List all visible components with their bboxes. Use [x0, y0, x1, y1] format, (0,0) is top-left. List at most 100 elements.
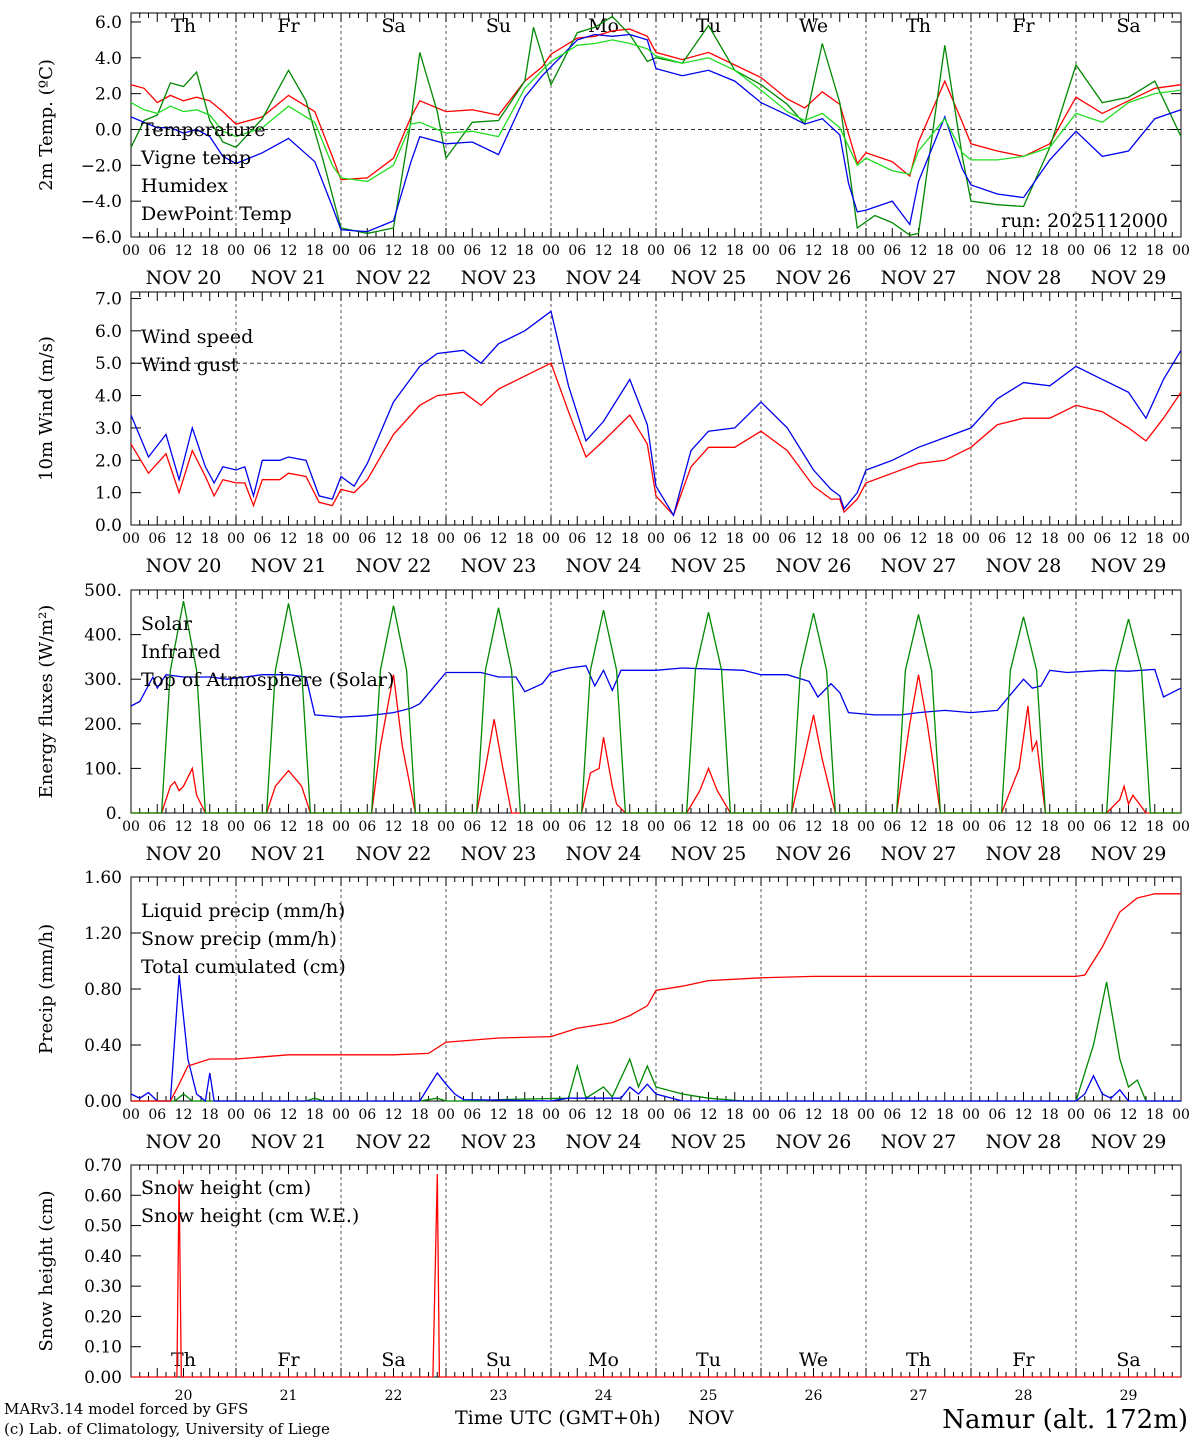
date-label: NOV 27 [881, 843, 957, 865]
hour-tick-label: 18 [1146, 1107, 1164, 1123]
y-axis-label: Energy fluxes (W/m²) [36, 605, 57, 799]
series-line [130, 15, 1182, 236]
hour-tick-label: 06 [1093, 243, 1111, 259]
series-line [130, 28, 1182, 181]
hour-tick-label: 12 [385, 819, 403, 835]
hour-tick-label: 12 [595, 243, 613, 259]
hour-tick-label: 18 [831, 1107, 849, 1123]
hour-tick-label: 06 [883, 819, 901, 835]
date-label: NOV 26 [776, 267, 852, 289]
hour-tick-label: 12 [910, 243, 928, 259]
hour-tick-label: 00 [857, 1107, 875, 1123]
y-tick-label: 0.70 [84, 1156, 122, 1176]
hour-tick-label: 12 [175, 531, 193, 547]
hour-tick-label: 18 [201, 819, 219, 835]
hour-tick-label: 00 [542, 243, 560, 259]
hour-tick-label: 12 [700, 243, 718, 259]
hour-tick-label: 00 [857, 531, 875, 547]
month-label: NOV [688, 1407, 734, 1429]
day-number-label: 27 [910, 1388, 928, 1404]
hour-tick-label: 06 [568, 243, 586, 259]
hour-tick-label: 18 [621, 819, 639, 835]
hour-tick-label: 18 [1041, 243, 1059, 259]
hour-tick-label: 00 [1172, 1107, 1190, 1123]
hour-tick-label: 00 [857, 243, 875, 259]
hour-tick-label: 06 [463, 531, 481, 547]
hour-tick-label: 12 [700, 819, 718, 835]
date-label: NOV 29 [1091, 555, 1167, 577]
hour-tick-label: 12 [490, 819, 508, 835]
date-label: NOV 20 [146, 1131, 222, 1153]
hour-tick-label: 12 [1120, 243, 1138, 259]
hour-tick-label: 18 [936, 1107, 954, 1123]
date-label: NOV 26 [776, 843, 852, 865]
date-label: NOV 21 [251, 555, 327, 577]
hour-tick-label: 06 [148, 1107, 166, 1123]
y-tick-label: 0.00 [84, 1092, 122, 1112]
hour-tick-label: 18 [936, 243, 954, 259]
y-tick-label: 0.10 [84, 1338, 122, 1358]
day-letter: Fr [1012, 1349, 1035, 1371]
series-line [131, 674, 1181, 814]
legend-entry: Total cumulated (cm) [141, 956, 346, 978]
legend-entry: Humidex [141, 175, 228, 197]
hour-tick-label: 00 [332, 531, 350, 547]
panel-1: 7.0 6.0 5.0 4.0 3.0 2.0 1.0 0.0 10m Wind (m/s) 00… [36, 289, 1190, 577]
hour-tick-label: 06 [1093, 531, 1111, 547]
y-tick-label: 0.0 [95, 120, 122, 140]
hour-tick-label: 06 [148, 819, 166, 835]
day-letter: We [799, 1349, 828, 1371]
y-tick-label: 1.60 [84, 868, 122, 888]
hour-tick-label: 06 [358, 1107, 376, 1123]
hour-tick-label: 12 [595, 531, 613, 547]
series-line [130, 33, 1182, 233]
hour-tick-label: 06 [463, 1107, 481, 1123]
hour-tick-label: 06 [568, 1107, 586, 1123]
day-letter: Sa [381, 1349, 405, 1371]
series-line [131, 893, 1181, 1102]
hour-tick-label: 00 [122, 243, 140, 259]
hour-tick-label: 00 [1172, 243, 1190, 259]
hour-tick-label: 12 [175, 1107, 193, 1123]
hour-tick-label: 06 [673, 1107, 691, 1123]
hour-tick-label: 18 [306, 1107, 324, 1123]
hour-tick-label: 12 [910, 819, 928, 835]
hour-tick-label: 18 [411, 1107, 429, 1123]
y-tick-label: 400. [84, 626, 122, 646]
hour-tick-label: 18 [411, 531, 429, 547]
day-letter: Mo [588, 1349, 619, 1371]
day-number-label: 29 [1120, 1388, 1138, 1404]
legend-entry: Snow precip (mm/h) [141, 928, 337, 950]
hour-tick-label: 06 [778, 243, 796, 259]
date-label: NOV 27 [881, 555, 957, 577]
date-label: NOV 25 [671, 267, 747, 289]
date-label: NOV 24 [566, 267, 642, 289]
day-letter: Su [486, 1349, 511, 1371]
hour-tick-label: 12 [280, 1107, 298, 1123]
hour-tick-label: 18 [621, 243, 639, 259]
date-label: NOV 20 [146, 555, 222, 577]
panel-frame [130, 589, 1182, 814]
y-tick-label: 200. [84, 715, 122, 735]
y-axis-label: 2m Temp. (ºC) [36, 59, 57, 191]
date-label: NOV 28 [986, 267, 1062, 289]
hour-tick-label: 18 [1146, 819, 1164, 835]
date-label: NOV 28 [986, 555, 1062, 577]
hour-tick-label: 18 [201, 243, 219, 259]
day-letter: Su [486, 15, 511, 37]
day-number-label: 26 [805, 1388, 823, 1404]
hour-tick-label: 12 [595, 1107, 613, 1123]
hour-tick-label: 06 [253, 819, 271, 835]
day-letter: Sa [1116, 15, 1140, 37]
date-label: NOV 24 [566, 1131, 642, 1153]
hour-tick-label: 18 [306, 243, 324, 259]
hour-tick-label: 18 [1146, 531, 1164, 547]
y-tick-label: −6.0 [81, 228, 122, 248]
hour-tick-label: 12 [700, 531, 718, 547]
hour-tick-label: 06 [568, 819, 586, 835]
hour-tick-label: 00 [1067, 531, 1085, 547]
hour-tick-label: 18 [726, 819, 744, 835]
panel-0: 6.0 4.0 2.0 0.0 −2.0 −4.0 −6.0 2m Temp. (ºC) 00 0… [36, 12, 1190, 289]
series-line [131, 981, 1181, 1102]
